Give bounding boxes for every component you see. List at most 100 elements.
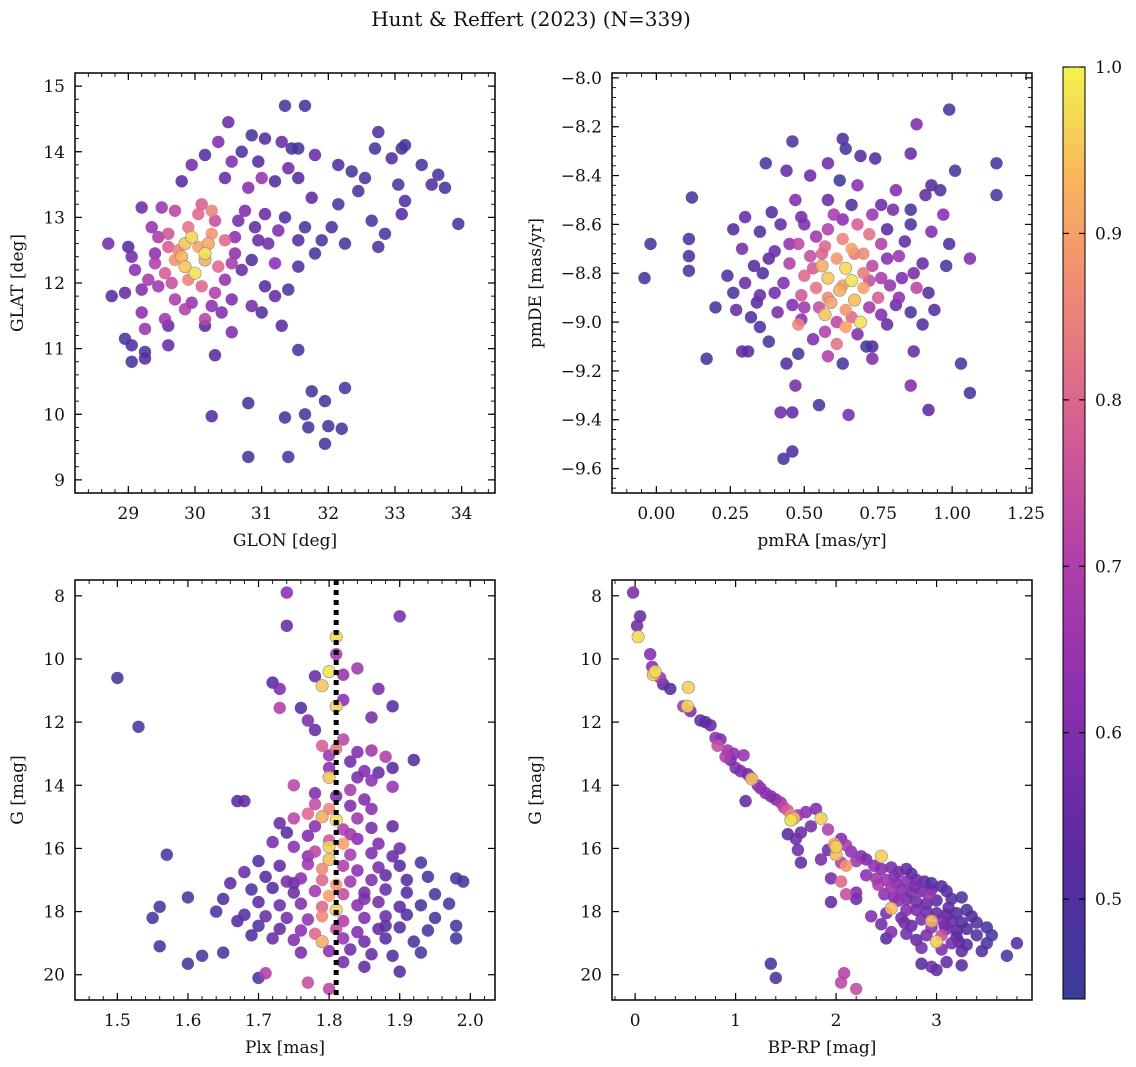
y-tick-label: −9.4: [561, 411, 602, 431]
x-tick-label: 1.00: [933, 504, 971, 524]
scatter-point: [884, 901, 898, 915]
scatter-point: [301, 913, 315, 926]
scatter-point: [344, 943, 357, 956]
scatter-point: [393, 921, 406, 934]
scatter-point: [322, 852, 336, 866]
scatter-point: [915, 957, 928, 970]
scatter-point: [965, 910, 978, 923]
scatter-point: [152, 280, 165, 293]
scatter-point: [682, 232, 696, 246]
scatter-point: [784, 813, 798, 827]
scatter-point: [245, 929, 258, 942]
scatter-point: [786, 445, 799, 458]
scatter-point: [301, 714, 315, 727]
scatter-point: [792, 237, 805, 251]
scatter-point: [798, 269, 811, 282]
scatter-point: [630, 619, 644, 632]
scatter-point: [874, 849, 888, 863]
scatter-point: [259, 910, 272, 923]
scatter-point: [308, 723, 322, 737]
scatter-point: [351, 925, 364, 939]
scatter-point: [142, 273, 155, 286]
scatter-point: [904, 203, 917, 216]
scatter-point: [294, 872, 308, 885]
scatter-point: [892, 291, 906, 304]
scatter-point: [821, 271, 835, 285]
scatter-point: [925, 225, 938, 238]
scatter-point: [195, 280, 208, 293]
scatter-point: [386, 780, 399, 793]
x-axis-label: pmRA [mas/yr]: [757, 531, 886, 551]
scatter-point: [774, 218, 787, 231]
scatter-point: [765, 206, 778, 219]
scatter-point: [280, 586, 293, 599]
scatter-point: [744, 311, 758, 324]
scatter-point: [287, 779, 300, 792]
scatter-point: [338, 381, 352, 395]
scatter-point: [922, 286, 935, 299]
scatter-point: [318, 394, 332, 408]
scatter-point: [907, 267, 920, 280]
scatter-point: [344, 848, 357, 861]
scatter-point: [168, 204, 182, 217]
scatter-point: [231, 914, 244, 928]
panel-galactic: 29 30 31 32 33 34 9 10 11 12 13 14 15 GLON [deg] GLAT …: [8, 72, 496, 551]
scatter-point: [372, 895, 385, 909]
scatter-point: [148, 247, 162, 260]
scatter-point: [102, 237, 115, 250]
scatter-point: [845, 198, 858, 212]
scatter-point: [182, 221, 195, 234]
scatter-point: [365, 802, 378, 816]
x-tick-label: 32: [318, 504, 340, 524]
scatter-point: [812, 398, 826, 412]
y-tick-label: 13: [43, 208, 65, 228]
x-tick-label: 1.5: [104, 1011, 131, 1031]
scatter-point: [833, 174, 846, 187]
scatter-point: [756, 267, 769, 280]
scatter-point: [857, 247, 870, 260]
scatter-point: [777, 276, 790, 290]
scatter-point: [821, 823, 835, 836]
scatter-point: [322, 770, 336, 784]
scatter-point: [738, 276, 752, 290]
scatter-point: [245, 299, 258, 313]
scatter-point: [428, 888, 442, 901]
scatter-point: [181, 957, 195, 970]
scatter-point: [395, 207, 408, 221]
scatter-point: [252, 854, 265, 868]
scatter-point: [218, 234, 232, 247]
scatter-point: [916, 257, 929, 270]
scatter-point: [759, 157, 772, 170]
scatter-point: [135, 201, 148, 214]
scatter-point: [337, 837, 350, 850]
scatter-point: [704, 719, 717, 732]
scatter-point: [178, 260, 192, 274]
scatter-point: [791, 843, 805, 857]
scatter-point: [824, 872, 838, 885]
scatter-point: [400, 873, 413, 887]
scatter-point: [168, 293, 182, 306]
scatter-point: [774, 406, 787, 419]
scatter-point: [809, 230, 823, 243]
scatter-point: [315, 810, 329, 824]
scatter-point: [955, 959, 968, 972]
scatter-point: [783, 257, 796, 270]
scatter-point: [365, 873, 378, 887]
scatter-point: [301, 807, 315, 820]
scatter-point: [315, 739, 329, 752]
y-tick-label: 12: [580, 713, 602, 733]
scatter-point: [863, 301, 876, 314]
scatter-point: [128, 263, 142, 277]
scatter-point: [738, 210, 752, 224]
scatter-point: [153, 900, 166, 913]
scatter-point: [372, 240, 385, 254]
scatter-point: [188, 266, 202, 280]
scatter-point: [915, 941, 928, 955]
scatter-point: [818, 308, 832, 322]
scatter-point: [943, 237, 956, 251]
y-tick-label: 12: [43, 713, 65, 733]
scatter-point: [948, 164, 962, 177]
scatter-point: [875, 237, 888, 251]
y-tick-label: 14: [43, 143, 65, 163]
